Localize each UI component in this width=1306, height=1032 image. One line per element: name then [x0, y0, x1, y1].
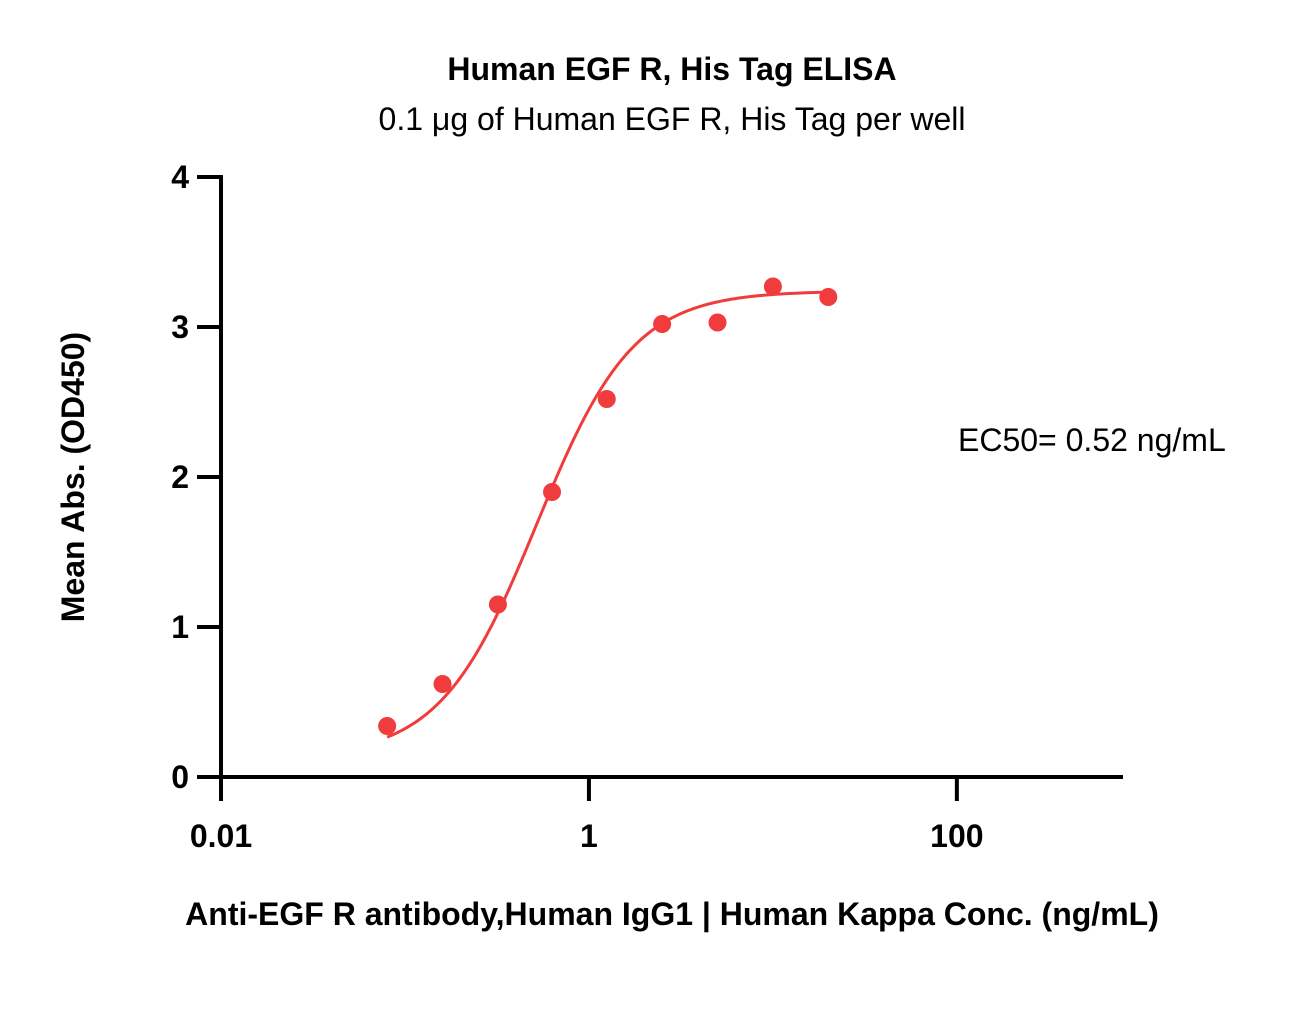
fit-curve — [386, 290, 829, 739]
data-points — [378, 277, 838, 735]
y-tick-label: 3 — [171, 309, 189, 345]
y-axis-label: Mean Abs. (OD450) — [55, 332, 91, 622]
y-tick-label: 1 — [171, 609, 189, 645]
data-point — [819, 288, 838, 306]
chart-subtitle: 0.1 μg of Human EGF R, His Tag per well — [379, 101, 966, 137]
y-tick-label: 0 — [171, 759, 189, 795]
data-point — [488, 595, 507, 614]
data-point — [433, 675, 452, 693]
x-tick-label: 0.01 — [190, 818, 252, 854]
x-tick-label: 100 — [930, 818, 983, 854]
data-point — [597, 390, 616, 408]
data-point — [378, 717, 397, 735]
data-point — [763, 277, 782, 296]
ec50-annotation: EC50= 0.52 ng/mL — [958, 422, 1226, 458]
ticks: 0 1 2 3 4 0.01 1 100 — [171, 159, 983, 854]
chart-title: Human EGF R, His Tag ELISA — [447, 51, 896, 87]
y-tick-label: 4 — [171, 159, 189, 195]
axes — [219, 175, 1123, 779]
x-axis-label: Anti-EGF R antibody,Human IgG1 | Human K… — [185, 896, 1159, 932]
data-point — [543, 483, 562, 501]
data-point — [708, 313, 727, 332]
y-tick-label: 2 — [171, 459, 189, 495]
x-tick-label: 1 — [580, 818, 598, 854]
data-point — [653, 315, 672, 333]
fit-curve-layer — [386, 290, 829, 739]
